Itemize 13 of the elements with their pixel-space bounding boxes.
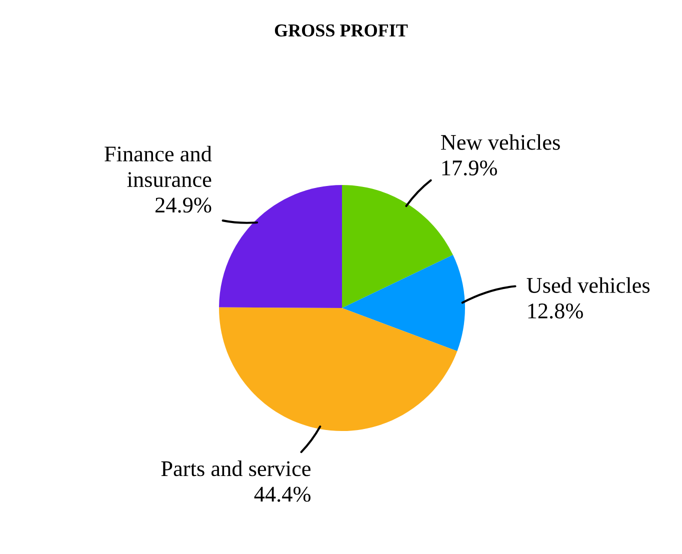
slice-label: Finance and insurance bbox=[104, 146, 212, 188]
pie-slice bbox=[219, 307, 458, 431]
pie-slice bbox=[342, 185, 453, 308]
slice-label: New vehicles bbox=[441, 134, 560, 150]
pie-slice bbox=[342, 254, 465, 352]
slice-label: Parts and service bbox=[161, 460, 310, 476]
chart-title: GROSS PROFIT bbox=[274, 24, 408, 37]
slice-label: Used vehicles bbox=[526, 277, 650, 293]
data-label: 44.4% bbox=[254, 486, 310, 502]
data-label: 12.8% bbox=[528, 304, 583, 319]
pie-slice bbox=[219, 185, 342, 308]
data-label: 24.9% bbox=[156, 198, 212, 213]
data-label: 17.9% bbox=[442, 160, 498, 176]
